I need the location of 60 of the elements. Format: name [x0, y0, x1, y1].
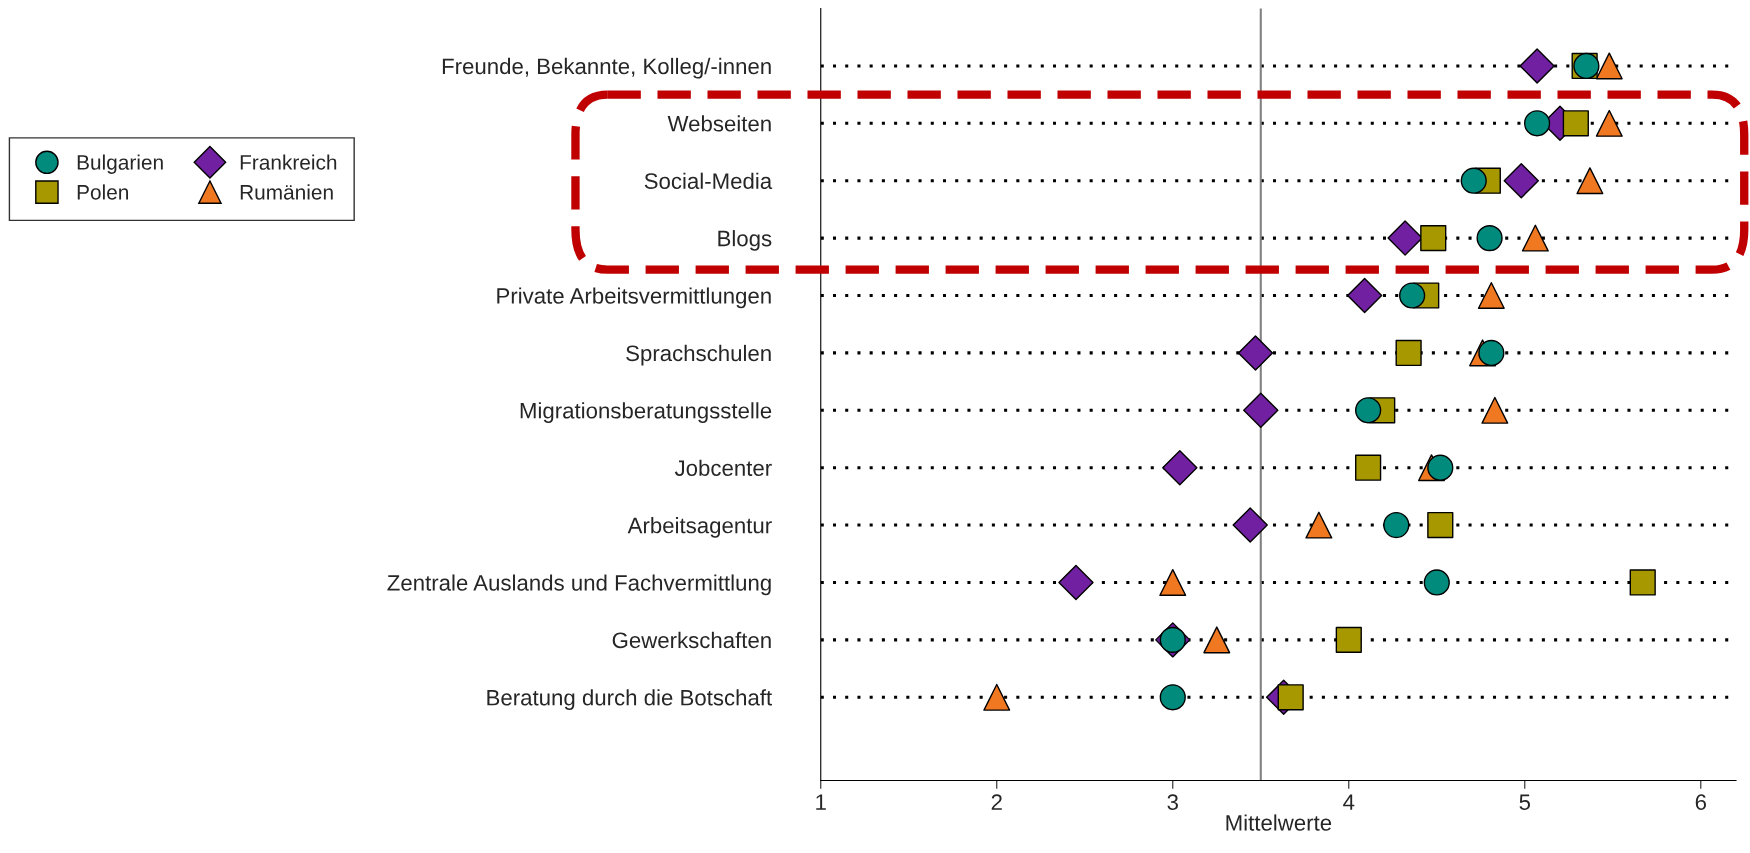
y-tick-label: Jobcenter	[674, 459, 772, 476]
point	[1478, 339, 1505, 367]
x-tick-label: 3	[1167, 794, 1178, 811]
x-tick-label: 5	[1519, 794, 1531, 811]
point	[1503, 163, 1539, 199]
x-tick-label: 1	[816, 794, 826, 810]
point	[1562, 110, 1589, 137]
y-tick-label: Webseiten	[667, 115, 771, 132]
point	[1243, 392, 1279, 429]
legend-label: Rumänien	[240, 184, 333, 200]
point	[1595, 52, 1623, 80]
point	[1523, 110, 1551, 137]
y-tick-label: Social-Media	[644, 172, 773, 189]
x-tick-label: 6	[1695, 794, 1706, 811]
y-tick-label: Zentrale Auslands und Fachvermittlung	[387, 574, 771, 596]
point	[1159, 568, 1187, 596]
point	[1427, 511, 1454, 539]
point	[1203, 626, 1231, 654]
point	[1346, 277, 1383, 314]
point	[1162, 449, 1198, 486]
legend-label: Polen	[77, 184, 129, 200]
y-tick-label: Sprachschulen	[626, 344, 771, 366]
point	[1335, 626, 1362, 653]
point	[1481, 396, 1509, 424]
point	[1576, 167, 1604, 195]
point	[1595, 109, 1623, 137]
y-tick-label: Gewerkschaften	[612, 631, 771, 649]
point	[1423, 569, 1450, 596]
y-tick-label: Blogs	[718, 230, 772, 251]
legend-label: Frankreich	[240, 154, 337, 170]
point	[1420, 224, 1447, 252]
point	[1277, 684, 1304, 711]
point	[983, 683, 1011, 711]
point	[1477, 282, 1505, 310]
y-tick-label: Arbeitsagentur	[627, 517, 772, 538]
point	[1521, 224, 1549, 252]
point	[1387, 220, 1423, 256]
point	[1058, 564, 1094, 601]
y-tick-label: Private Arbeitsvermittlungen	[497, 287, 771, 309]
y-tick-label: Beratung durch die Botschaft	[487, 689, 772, 710]
point	[1305, 511, 1333, 539]
point	[1460, 167, 1487, 194]
y-tick-label: Freunde, Bekannte, Kolleg/-innen	[442, 57, 771, 79]
point	[1383, 511, 1410, 539]
point	[1399, 282, 1426, 309]
point	[1159, 684, 1186, 711]
point	[1237, 335, 1274, 371]
point	[1427, 454, 1454, 481]
x-axis-title: Mittelwerte	[1226, 814, 1332, 831]
point	[1355, 454, 1382, 481]
point	[1395, 339, 1422, 367]
x-tick-label: 2	[991, 794, 1002, 810]
point	[1629, 569, 1656, 596]
point	[1519, 48, 1555, 84]
x-tick-label: 4	[1343, 794, 1355, 810]
point	[1476, 224, 1503, 252]
point	[1355, 397, 1382, 424]
legend-label: Bulgarien	[77, 154, 163, 174]
y-tick-label: Migrationsberatungsstelle	[520, 402, 772, 423]
point	[1232, 507, 1268, 543]
